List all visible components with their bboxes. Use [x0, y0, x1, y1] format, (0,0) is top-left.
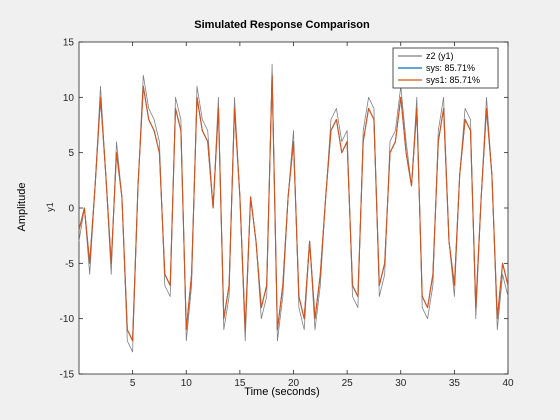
y-tick-label: -5: [65, 259, 74, 270]
plot-area: 5 10 15 20 25 30 35 40 15 10 5 0 -5 -10 -15: [60, 38, 514, 390]
legend-label: z2 (y1): [426, 51, 454, 61]
series-line-3: [78, 74, 509, 342]
x-axis-label: Time (seconds): [244, 386, 319, 398]
axes-box: [78, 41, 509, 375]
x-tick-label: 30: [395, 378, 407, 389]
y-tick-label: -10: [60, 314, 75, 325]
y-tick-label: 0: [68, 204, 74, 215]
x-tick-label: 20: [288, 378, 300, 389]
y-tick-label: 5: [68, 148, 74, 159]
x-tick-label: 15: [234, 378, 246, 389]
x-axis: 5 10 15 20 25 30 35 40: [130, 42, 514, 389]
y-axis: 15 10 5 0 -5 -10 -15: [60, 38, 508, 381]
y-tick-label: -15: [60, 370, 75, 381]
y-axis-label: Amplitude: [16, 183, 28, 232]
legend-label: sys: 85.71%: [426, 63, 475, 73]
x-tick-label: 10: [181, 378, 193, 389]
series-layer: [78, 63, 509, 353]
legend-label: sys1: 85.71%: [426, 75, 480, 85]
x-tick-label: 35: [449, 378, 461, 389]
channel-label: y1: [45, 202, 55, 212]
y-tick-label: 10: [63, 93, 75, 104]
x-tick-label: 25: [342, 378, 354, 389]
chart-title: Simulated Response Comparison: [194, 19, 370, 31]
x-tick-label: 5: [130, 378, 136, 389]
y-tick-label: 15: [63, 38, 75, 49]
legend: z2 (y1) sys: 85.71% sys1: 85.71%: [392, 47, 499, 89]
x-tick-label: 40: [502, 378, 514, 389]
